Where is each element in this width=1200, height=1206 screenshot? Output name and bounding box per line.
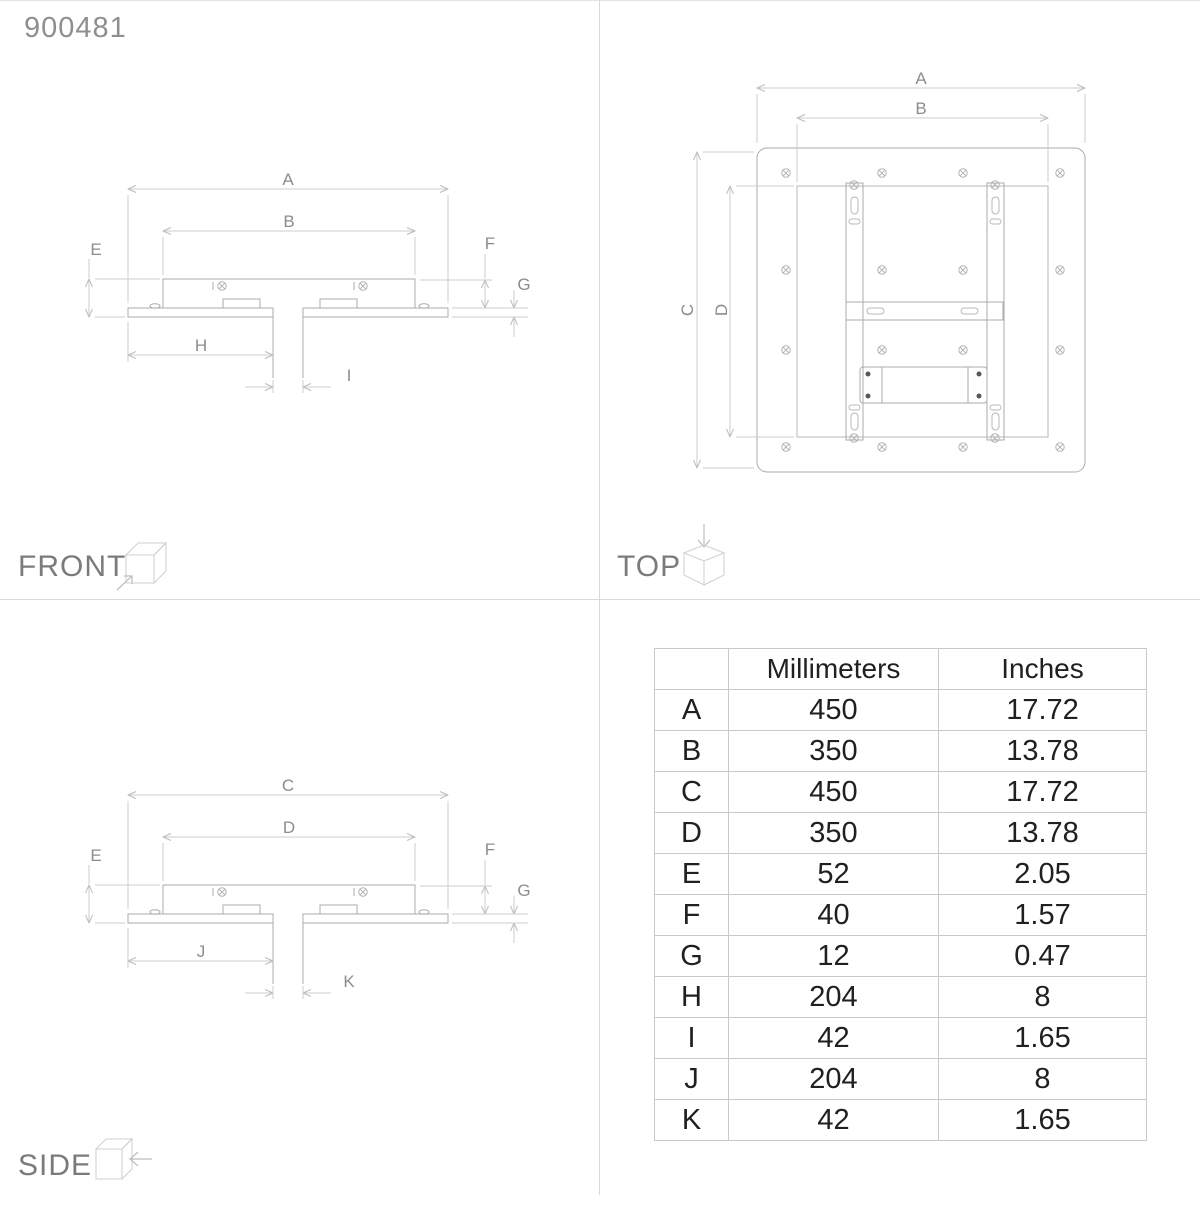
side-dim-k: K [343,972,355,991]
top-dim-labels: A B C D [678,69,927,316]
inches-value-cell: 0.47 [938,935,1147,977]
mm-value-cell: 450 [728,689,939,731]
top-dim-lines [697,88,1086,469]
side-dim-f: F [485,840,495,859]
plate-screws [781,168,1065,452]
dim-letter-cell: K [654,1099,729,1141]
mm-value-cell: 350 [728,730,939,772]
table-row: C 450 17.72 [654,771,1147,813]
dim-letter-cell: J [654,1058,729,1100]
table-row: F 40 1.57 [654,894,1147,936]
inches-value-cell: 17.72 [938,771,1147,813]
quadrant-divider-horizontal [0,599,1200,600]
side-dim-e: E [90,846,101,865]
front-dim-e: E [90,240,101,259]
dim-letter-cell: F [654,894,729,936]
front-dim-g: G [517,275,530,294]
table-row: A 450 17.72 [654,689,1147,731]
mm-value-cell: 450 [728,771,939,813]
inches-value-cell: 2.05 [938,853,1147,895]
table-row: I 42 1.65 [654,1017,1147,1059]
dim-letter-cell: H [654,976,729,1018]
front-dim-i: I [347,366,352,385]
table-row: D 350 13.78 [654,812,1147,854]
quadrant-divider-vertical [599,0,600,1195]
front-dim-labels: A B E F G H I [90,170,530,385]
mm-value-cell: 52 [728,853,939,895]
side-view-drawing: C D E F G J K [0,776,531,1206]
front-dim-f: F [485,234,495,253]
inches-value-cell: 17.72 [938,689,1147,731]
inches-value-cell: 8 [938,976,1147,1018]
top-dim-a: A [915,69,927,88]
dimension-table: Millimeters Inches A 450 17.72 B 350 13.… [654,648,1147,1141]
inches-header-cell: Inches [938,648,1147,690]
mm-value-cell: 350 [728,812,939,854]
mm-value-cell: 42 [728,1099,939,1141]
front-dim-h: H [195,336,207,355]
dim-letter-cell: C [654,771,729,813]
inches-value-cell: 13.78 [938,730,1147,772]
top-dim-b: B [915,99,926,118]
front-view-label: FRONT [18,550,127,583]
inches-value-cell: 13.78 [938,812,1147,854]
inches-value-cell: 8 [938,1058,1147,1100]
top-view-drawing: A B C D [678,69,1086,473]
mm-value-cell: 204 [728,1058,939,1100]
front-fixture-outline [89,189,528,393]
top-fixture-outline [756,147,1086,473]
mm-value-cell: 40 [728,894,939,936]
dim-letter-cell: A [654,689,729,731]
page-bottom-edge [0,0,1200,1]
side-dim-c: C [282,776,294,795]
mm-value-cell: 204 [728,976,939,1018]
inches-value-cell: 1.65 [938,1017,1147,1059]
side-dim-labels: C D E F G J K [90,776,530,991]
front-dim-a: A [282,170,294,189]
mm-value-cell: 12 [728,935,939,977]
table-row: B 350 13.78 [654,730,1147,772]
table-row: J 204 8 [654,1058,1147,1100]
side-fixture-outline [89,795,528,999]
top-view-cube-icon [682,524,726,586]
front-dim-b: B [283,212,294,231]
dim-letter-cell: G [654,935,729,977]
mm-value-cell: 42 [728,1017,939,1059]
front-view-drawing: A B E F G H I [0,170,531,600]
top-dim-c: C [678,304,697,316]
dim-letter-cell: D [654,812,729,854]
table-row: G 12 0.47 [654,935,1147,977]
junction-box-screws [865,371,982,399]
dim-letter-cell: B [654,730,729,772]
side-view-cube-icon [94,1137,152,1181]
table-row: E 52 2.05 [654,853,1147,895]
dim-letter-cell: E [654,853,729,895]
table-row: H 204 8 [654,976,1147,1018]
mm-header-cell: Millimeters [728,648,939,690]
inches-value-cell: 1.57 [938,894,1147,936]
side-dim-g: G [517,881,530,900]
product-number: 900481 [24,12,127,44]
side-dim-j: J [197,942,206,961]
side-view-label: SIDE [18,1149,93,1182]
side-dim-d: D [283,818,295,837]
top-view-label: TOP [617,550,682,583]
inches-value-cell: 1.65 [938,1099,1147,1141]
dim-header-cell [654,648,729,690]
table-row: K 42 1.65 [654,1099,1147,1141]
table-header-row: Millimeters Inches [654,648,1147,690]
dim-letter-cell: I [654,1017,729,1059]
top-dim-d: D [712,304,731,316]
front-view-cube-icon [116,541,168,591]
